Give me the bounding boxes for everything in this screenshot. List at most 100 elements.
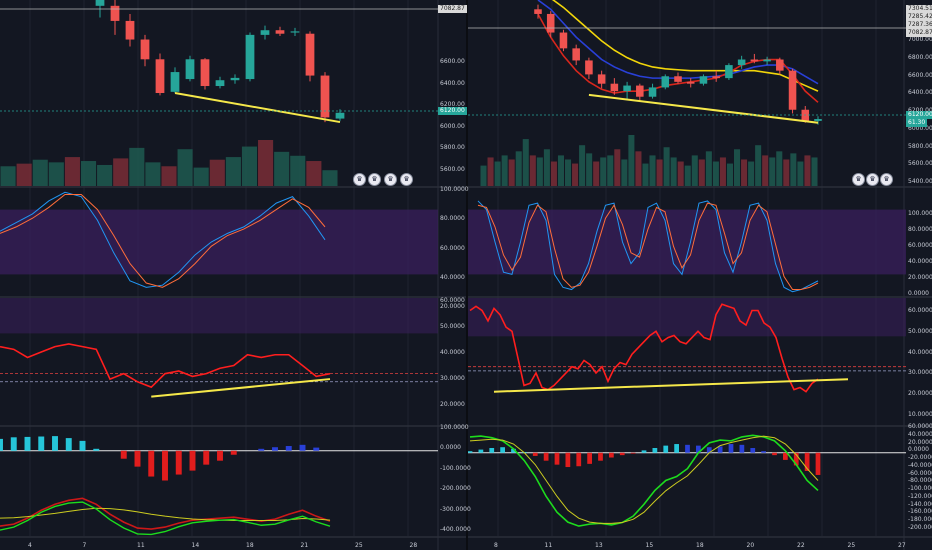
volume-bar	[656, 159, 663, 186]
left-panel-bg	[0, 0, 466, 550]
stoch-line	[0, 191, 326, 288]
stoch-line	[0, 193, 326, 288]
axis-tick-label: 20.0000	[908, 390, 932, 398]
axis-tick-label: 30.0000	[908, 369, 932, 377]
volume-bar	[607, 155, 614, 186]
macd-histogram-bar	[674, 444, 679, 453]
axis-tick-label: 80.0000	[908, 226, 932, 233]
axis-tick-label: -20.0000	[908, 454, 932, 462]
right-last-price-tag: 6120.00	[906, 111, 932, 119]
right-tag-4: 7082.87	[906, 29, 932, 37]
panel-divider[interactable]	[466, 0, 468, 550]
axis-tick-label: 0.0000	[908, 290, 929, 297]
volume-bar	[635, 151, 642, 186]
macd-histogram-bar	[500, 447, 505, 453]
event-icon[interactable]: ♛	[368, 173, 381, 186]
axis-tick-label: 20.0000	[440, 303, 465, 310]
macd-histogram-bar	[652, 448, 658, 453]
macd-histogram-bar	[696, 445, 701, 453]
axis-tick-label: -160.0000	[908, 508, 932, 516]
candle-body	[546, 13, 555, 33]
macd-histogram-bar	[24, 436, 31, 451]
macd-histogram-bar	[162, 450, 168, 481]
macd-histogram-bar	[783, 452, 788, 460]
axis-tick-label: 7000.00	[908, 36, 932, 43]
axis-tick-label: 10.0000	[908, 411, 932, 418]
candle-body	[737, 59, 746, 66]
price-trendline	[588, 93, 819, 124]
macd-histogram-bar	[772, 452, 777, 456]
volume-bar	[501, 155, 508, 186]
volume-bar	[161, 166, 177, 186]
macd-histogram-bar	[203, 450, 210, 465]
price-trendline	[174, 92, 341, 124]
macd-histogram-bar	[761, 451, 766, 453]
axis-tick-label: 6400.00	[440, 79, 465, 87]
macd-histogram-bar	[619, 452, 625, 456]
volume-bar	[572, 163, 579, 186]
macd-histogram-bar	[739, 444, 745, 453]
volume-bar	[543, 149, 550, 186]
volume-bar	[241, 146, 258, 186]
macd-histogram-bar	[52, 436, 58, 451]
volume-bar	[32, 159, 48, 186]
macd-line-secondary	[0, 501, 331, 536]
volume-bar	[797, 161, 804, 186]
candle-body	[185, 59, 195, 80]
rsi-band	[0, 298, 438, 334]
axis-tick-label: 60.0000	[440, 297, 465, 304]
axis-tick-label: 20.0000	[908, 438, 932, 446]
axis-tick-label: 5800.00	[908, 142, 932, 150]
volume-bar	[621, 159, 628, 186]
volume-bar	[734, 149, 741, 186]
macd-histogram-bar	[467, 451, 473, 453]
event-icon[interactable]: ♛	[866, 173, 879, 186]
candle-body	[275, 30, 285, 34]
axis-tick-label: 40.0000	[908, 348, 932, 356]
event-icon[interactable]: ♛	[880, 173, 893, 186]
event-icon[interactable]: ♛	[852, 173, 865, 186]
candle-body	[140, 39, 150, 60]
axis-tick-label: -200.0000	[908, 524, 932, 531]
axis-tick-label: 40.0000	[440, 349, 465, 356]
axis-tick-label: 100.0000	[908, 210, 932, 217]
candle-body	[623, 85, 631, 92]
event-icon[interactable]: ♛	[353, 173, 366, 186]
macd-histogram-bar	[641, 450, 647, 453]
x-axis-label: 4	[28, 542, 32, 549]
x-axis-label: 8	[494, 542, 498, 549]
axis-tick-label: 6600.00	[440, 58, 465, 65]
x-axis-label: 15	[645, 542, 654, 549]
macd-histogram-bar	[554, 452, 560, 465]
volume-bar	[670, 157, 677, 186]
macd-histogram-bar	[285, 446, 292, 451]
axis-tick-label: -100.0000	[440, 464, 471, 472]
macd-histogram-bar	[134, 450, 141, 467]
event-icon[interactable]: ♛	[384, 173, 397, 186]
right-last-price-tag-2: 61.30	[906, 119, 928, 127]
volume-bar	[529, 155, 536, 186]
volume-bar	[790, 153, 797, 186]
candle-body	[725, 65, 733, 79]
volume-bar	[649, 155, 656, 186]
x-axis-label: 22	[797, 542, 805, 549]
macd-histogram-bar	[532, 452, 538, 456]
axis-tick-label: -300.0000	[440, 505, 471, 513]
event-icon[interactable]: ♛	[400, 173, 413, 186]
volume-bar	[515, 151, 522, 186]
axis-tick-label: -40.0000	[908, 461, 932, 469]
volume-bar	[677, 161, 684, 186]
rsi-line	[0, 343, 331, 389]
axis-tick-label: 5600.00	[440, 166, 465, 173]
axis-tick-label: -140.0000	[908, 500, 932, 508]
x-axis-label: 11	[544, 542, 553, 549]
axis-tick-label: 20.0000	[908, 274, 932, 281]
candle-body	[125, 20, 135, 40]
volume-bar	[258, 140, 274, 186]
volume-bar	[290, 155, 306, 186]
axis-tick-label: 100.0000	[440, 424, 469, 431]
macd-histogram-bar	[706, 447, 712, 453]
volume-bar	[741, 159, 748, 186]
volume-bar	[748, 161, 755, 186]
candle-body	[763, 59, 771, 62]
